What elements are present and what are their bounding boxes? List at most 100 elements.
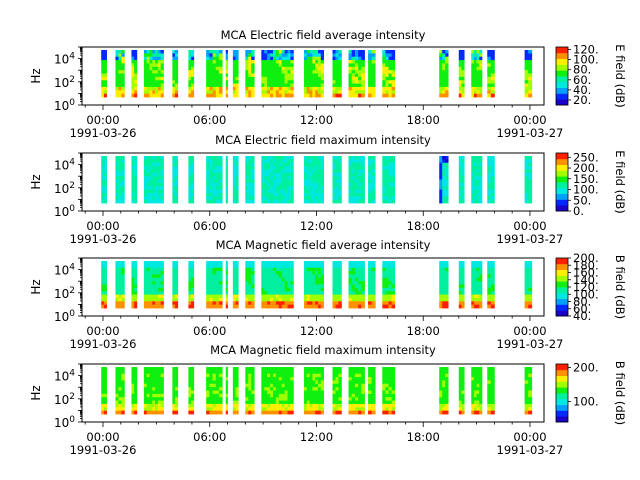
heatmap-cell (188, 390, 192, 395)
heatmap-cell (101, 53, 105, 58)
heatmap-cell (272, 387, 277, 391)
heatmap-cell (388, 284, 393, 289)
heatmap-cell (172, 287, 176, 292)
heatmap-cell (281, 83, 286, 88)
heatmap-cell (267, 407, 271, 412)
heatmap-cell (270, 176, 274, 180)
heatmap-cell (134, 267, 138, 272)
heatmap-cell (385, 267, 389, 272)
heatmap-cell (188, 196, 192, 201)
heatmap-cell (354, 377, 359, 381)
heatmap-cell (251, 380, 255, 385)
heatmap-cell (248, 294, 252, 299)
heatmap-cell (232, 304, 236, 309)
heatmap-cell (487, 73, 492, 78)
heatmap-cell (315, 162, 319, 167)
heatmap-cell (115, 367, 119, 371)
data-segment (232, 367, 239, 415)
heatmap-cell (358, 261, 362, 265)
heatmap-cell (115, 297, 119, 302)
heatmap-cell (368, 287, 373, 292)
heatmap-cell (473, 179, 477, 184)
heatmap-cell (131, 63, 135, 68)
heatmap-cell (261, 261, 265, 265)
heatmap-cell (149, 156, 153, 160)
heatmap-cell (315, 370, 319, 375)
heatmap-cell (264, 400, 268, 405)
heatmap-cell (358, 179, 362, 184)
heatmap-cell (157, 294, 162, 299)
heatmap-cell (103, 156, 107, 160)
heatmap-cell (121, 169, 125, 174)
heatmap-cell (235, 377, 239, 381)
heatmap-cell (149, 267, 153, 272)
heatmap-cell (103, 294, 107, 299)
heatmap-cell (143, 383, 148, 388)
heatmap-cell (155, 169, 159, 174)
heatmap-cell (391, 387, 396, 391)
heatmap-cell (261, 83, 265, 88)
colorbar-swatch (556, 76, 568, 78)
heatmap-cell (382, 189, 386, 194)
heatmap-cell (309, 192, 313, 197)
heatmap-cell (235, 182, 239, 187)
heatmap-cell (385, 294, 389, 299)
heatmap-cell (157, 287, 162, 292)
heatmap-cell (318, 156, 322, 160)
heatmap-cell (215, 297, 220, 302)
heatmap-cell (312, 166, 316, 170)
heatmap-cell (368, 189, 373, 194)
colorbar-swatch (556, 278, 568, 281)
heatmap-cell (245, 93, 249, 98)
heatmap-cell (172, 271, 176, 275)
heatmap-cell (371, 76, 376, 81)
heatmap-cell (358, 70, 362, 74)
heatmap-cell (191, 159, 195, 164)
heatmap-cell (306, 179, 311, 184)
y-axis-label: Hz (29, 68, 43, 83)
heatmap-cell (354, 76, 359, 81)
colorbar-swatch (556, 372, 568, 375)
heatmap-cell (191, 274, 195, 279)
heatmap-cell (281, 383, 286, 388)
heatmap-cell (524, 400, 529, 405)
heatmap-cell (385, 169, 389, 174)
heatmap-cell (335, 294, 339, 299)
heatmap-cell (172, 196, 176, 201)
heatmap-cell (382, 277, 386, 282)
heatmap-cell (206, 172, 210, 177)
heatmap-cell (251, 73, 255, 78)
heatmap-cell (306, 70, 311, 74)
heatmap-cell (284, 186, 288, 190)
heatmap-cell (264, 93, 268, 98)
heatmap-cell (309, 370, 313, 375)
heatmap-cell (391, 86, 396, 91)
colorbar-swatch (556, 406, 568, 408)
heatmap-cell (490, 294, 495, 299)
heatmap-cell (358, 176, 362, 180)
heatmap-cell (101, 387, 105, 391)
heatmap-cell (471, 76, 475, 81)
heatmap-cell (209, 76, 213, 81)
heatmap-cell (118, 73, 122, 78)
colorbar-swatch (556, 155, 568, 158)
heatmap-cell (115, 304, 119, 309)
heatmap-cell (479, 53, 483, 58)
heatmap-cell (149, 70, 153, 74)
heatmap-cell (442, 410, 446, 415)
heatmap-cell (206, 53, 210, 58)
heatmap-cell (461, 367, 465, 371)
heatmap-cell (439, 373, 443, 378)
heatmap-cell (391, 83, 396, 88)
heatmap-cell (332, 80, 336, 84)
heatmap-cell (312, 304, 316, 309)
heatmap-cell (149, 397, 153, 401)
heatmap-cell (524, 60, 529, 64)
heatmap-cell (290, 287, 294, 292)
heatmap-cell (152, 387, 156, 391)
heatmap-cell (272, 186, 277, 190)
heatmap-cell (264, 83, 268, 88)
heatmap-cell (361, 281, 365, 285)
heatmap-cell (335, 390, 339, 395)
heatmap-cell (275, 166, 280, 170)
